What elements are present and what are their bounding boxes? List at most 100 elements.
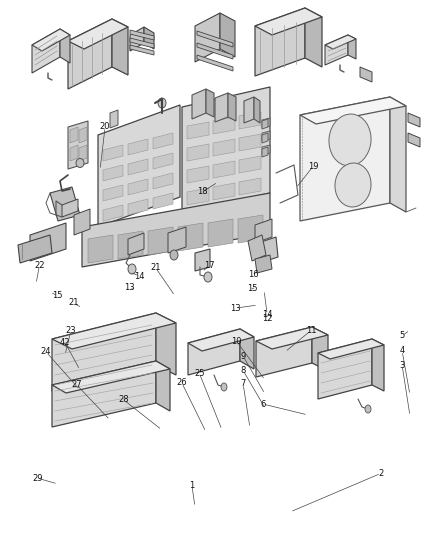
- Text: 18: 18: [197, 188, 208, 196]
- Polygon shape: [32, 29, 70, 51]
- Polygon shape: [52, 361, 156, 427]
- Polygon shape: [128, 139, 148, 155]
- Polygon shape: [262, 145, 270, 155]
- Polygon shape: [68, 121, 88, 169]
- Polygon shape: [128, 199, 148, 215]
- Ellipse shape: [128, 264, 136, 274]
- Polygon shape: [372, 339, 384, 391]
- Ellipse shape: [158, 98, 166, 108]
- Polygon shape: [130, 30, 154, 40]
- Text: 17: 17: [204, 261, 215, 270]
- Polygon shape: [348, 35, 356, 59]
- Text: 8: 8: [240, 366, 246, 375]
- Polygon shape: [68, 19, 128, 49]
- Polygon shape: [148, 227, 173, 255]
- Text: 14: 14: [134, 272, 145, 280]
- Polygon shape: [208, 219, 233, 247]
- Polygon shape: [112, 19, 128, 75]
- Ellipse shape: [335, 163, 371, 207]
- Polygon shape: [255, 8, 322, 35]
- Polygon shape: [239, 156, 261, 173]
- Text: 28: 28: [118, 395, 129, 404]
- Polygon shape: [153, 193, 173, 209]
- Polygon shape: [32, 29, 60, 73]
- Text: 13: 13: [230, 304, 241, 312]
- Polygon shape: [98, 105, 180, 227]
- Polygon shape: [128, 179, 148, 195]
- Ellipse shape: [365, 405, 371, 413]
- Polygon shape: [408, 133, 420, 147]
- Text: 3: 3: [399, 361, 405, 369]
- Text: 10: 10: [231, 337, 242, 345]
- Polygon shape: [153, 133, 173, 149]
- Polygon shape: [325, 35, 348, 65]
- Polygon shape: [228, 93, 236, 121]
- Polygon shape: [238, 215, 263, 243]
- Polygon shape: [390, 97, 406, 212]
- Polygon shape: [195, 13, 220, 62]
- Text: 15: 15: [247, 285, 257, 293]
- Text: 26: 26: [177, 378, 187, 387]
- Polygon shape: [182, 87, 270, 213]
- Text: 9: 9: [240, 352, 246, 360]
- Polygon shape: [62, 199, 78, 217]
- Ellipse shape: [204, 272, 212, 282]
- Text: 27: 27: [71, 381, 82, 389]
- Text: 42: 42: [60, 338, 70, 346]
- Polygon shape: [213, 117, 235, 134]
- Polygon shape: [156, 361, 170, 411]
- Polygon shape: [258, 237, 278, 263]
- Polygon shape: [52, 313, 156, 391]
- Polygon shape: [118, 231, 143, 259]
- Polygon shape: [215, 93, 228, 122]
- Polygon shape: [30, 223, 66, 261]
- Polygon shape: [239, 112, 261, 129]
- Polygon shape: [206, 89, 214, 117]
- Polygon shape: [153, 173, 173, 189]
- Polygon shape: [262, 131, 270, 141]
- Polygon shape: [239, 178, 261, 195]
- Ellipse shape: [76, 158, 84, 167]
- Ellipse shape: [221, 383, 227, 391]
- Text: 16: 16: [248, 270, 258, 279]
- Text: 1: 1: [189, 481, 194, 489]
- Text: 25: 25: [194, 369, 205, 377]
- Polygon shape: [213, 139, 235, 156]
- Polygon shape: [262, 119, 268, 129]
- Text: 6: 6: [260, 400, 265, 408]
- Polygon shape: [360, 67, 372, 82]
- Polygon shape: [70, 145, 78, 161]
- Polygon shape: [130, 45, 154, 55]
- Polygon shape: [60, 29, 70, 63]
- Polygon shape: [70, 127, 78, 143]
- Text: 21: 21: [68, 298, 79, 307]
- Text: 5: 5: [399, 332, 405, 340]
- Polygon shape: [318, 339, 384, 359]
- Polygon shape: [408, 113, 420, 127]
- Polygon shape: [195, 249, 210, 271]
- Polygon shape: [156, 313, 176, 375]
- Polygon shape: [18, 235, 52, 263]
- Text: 29: 29: [32, 474, 42, 482]
- Polygon shape: [103, 185, 123, 201]
- Polygon shape: [312, 327, 328, 371]
- Polygon shape: [130, 38, 154, 48]
- Polygon shape: [262, 118, 270, 128]
- Polygon shape: [213, 183, 235, 200]
- Polygon shape: [128, 159, 148, 175]
- Polygon shape: [187, 188, 209, 205]
- Polygon shape: [188, 329, 254, 351]
- Polygon shape: [79, 145, 87, 161]
- Polygon shape: [300, 97, 390, 221]
- Polygon shape: [153, 153, 173, 169]
- Polygon shape: [74, 209, 90, 235]
- Polygon shape: [197, 43, 233, 59]
- Polygon shape: [103, 145, 123, 161]
- Polygon shape: [192, 89, 206, 119]
- Polygon shape: [168, 227, 186, 253]
- Text: 19: 19: [308, 162, 318, 171]
- Polygon shape: [130, 27, 144, 51]
- Polygon shape: [255, 219, 272, 243]
- Polygon shape: [305, 8, 322, 67]
- Polygon shape: [128, 233, 144, 255]
